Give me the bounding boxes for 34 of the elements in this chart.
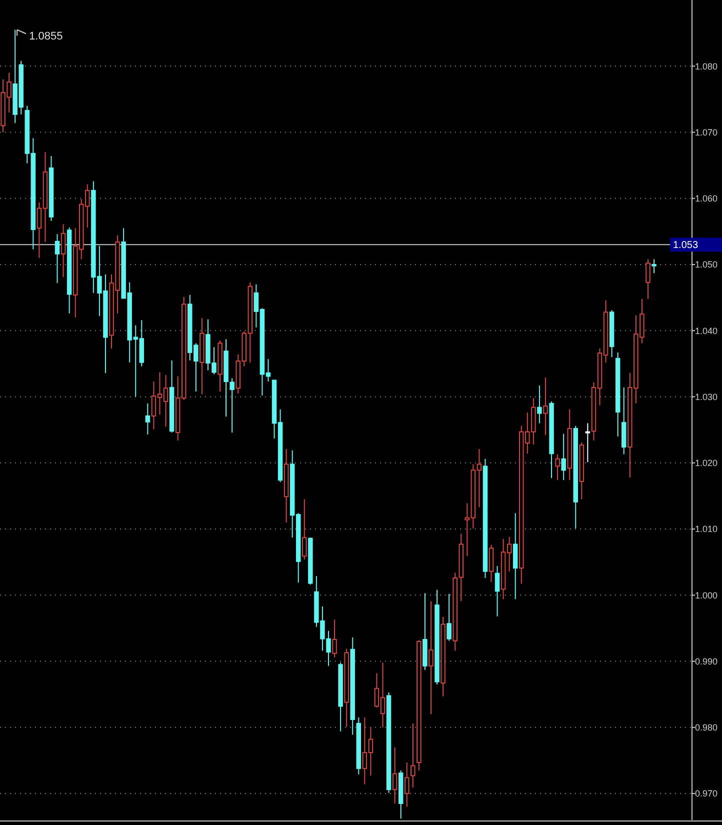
y-tick-label: 1.000	[695, 590, 718, 600]
candlestick	[494, 566, 500, 617]
candlestick	[543, 377, 548, 436]
candlestick	[652, 258, 656, 274]
candlestick	[404, 762, 410, 808]
y-tick-label: 1.010	[695, 524, 718, 534]
candlestick	[60, 224, 66, 278]
candlestick	[446, 593, 452, 642]
candlestick	[54, 234, 60, 284]
candlestick	[332, 619, 337, 658]
y-tick-label: 1.040	[695, 326, 718, 336]
y-tick-label: 0.970	[695, 788, 718, 799]
y-tick-label: 1.050	[695, 260, 718, 270]
candlestick	[555, 454, 560, 481]
candlestick	[428, 600, 434, 715]
y-tick-label: 1.020	[695, 458, 718, 468]
annotation: 1.0855	[29, 30, 63, 43]
candlestick	[488, 544, 494, 582]
ref-line-label: 1.053	[673, 240, 698, 252]
candlestick	[392, 746, 398, 804]
candlestick	[537, 385, 542, 424]
y-tick-label: 0.990	[695, 656, 718, 666]
candlestick	[410, 722, 416, 788]
candlestick	[302, 498, 307, 560]
candlestick	[646, 258, 650, 300]
y-tick-label: 1.030	[695, 392, 718, 402]
y-tick-label: 1.080	[695, 61, 718, 72]
y-tick-label: 1.070	[695, 127, 718, 138]
y-tick-label: 1.060	[695, 194, 718, 204]
y-tick-label: 0.980	[695, 722, 718, 733]
candlestick	[585, 422, 590, 463]
candlestick	[145, 402, 150, 435]
candlestick	[512, 512, 518, 600]
candlestick	[561, 433, 566, 481]
